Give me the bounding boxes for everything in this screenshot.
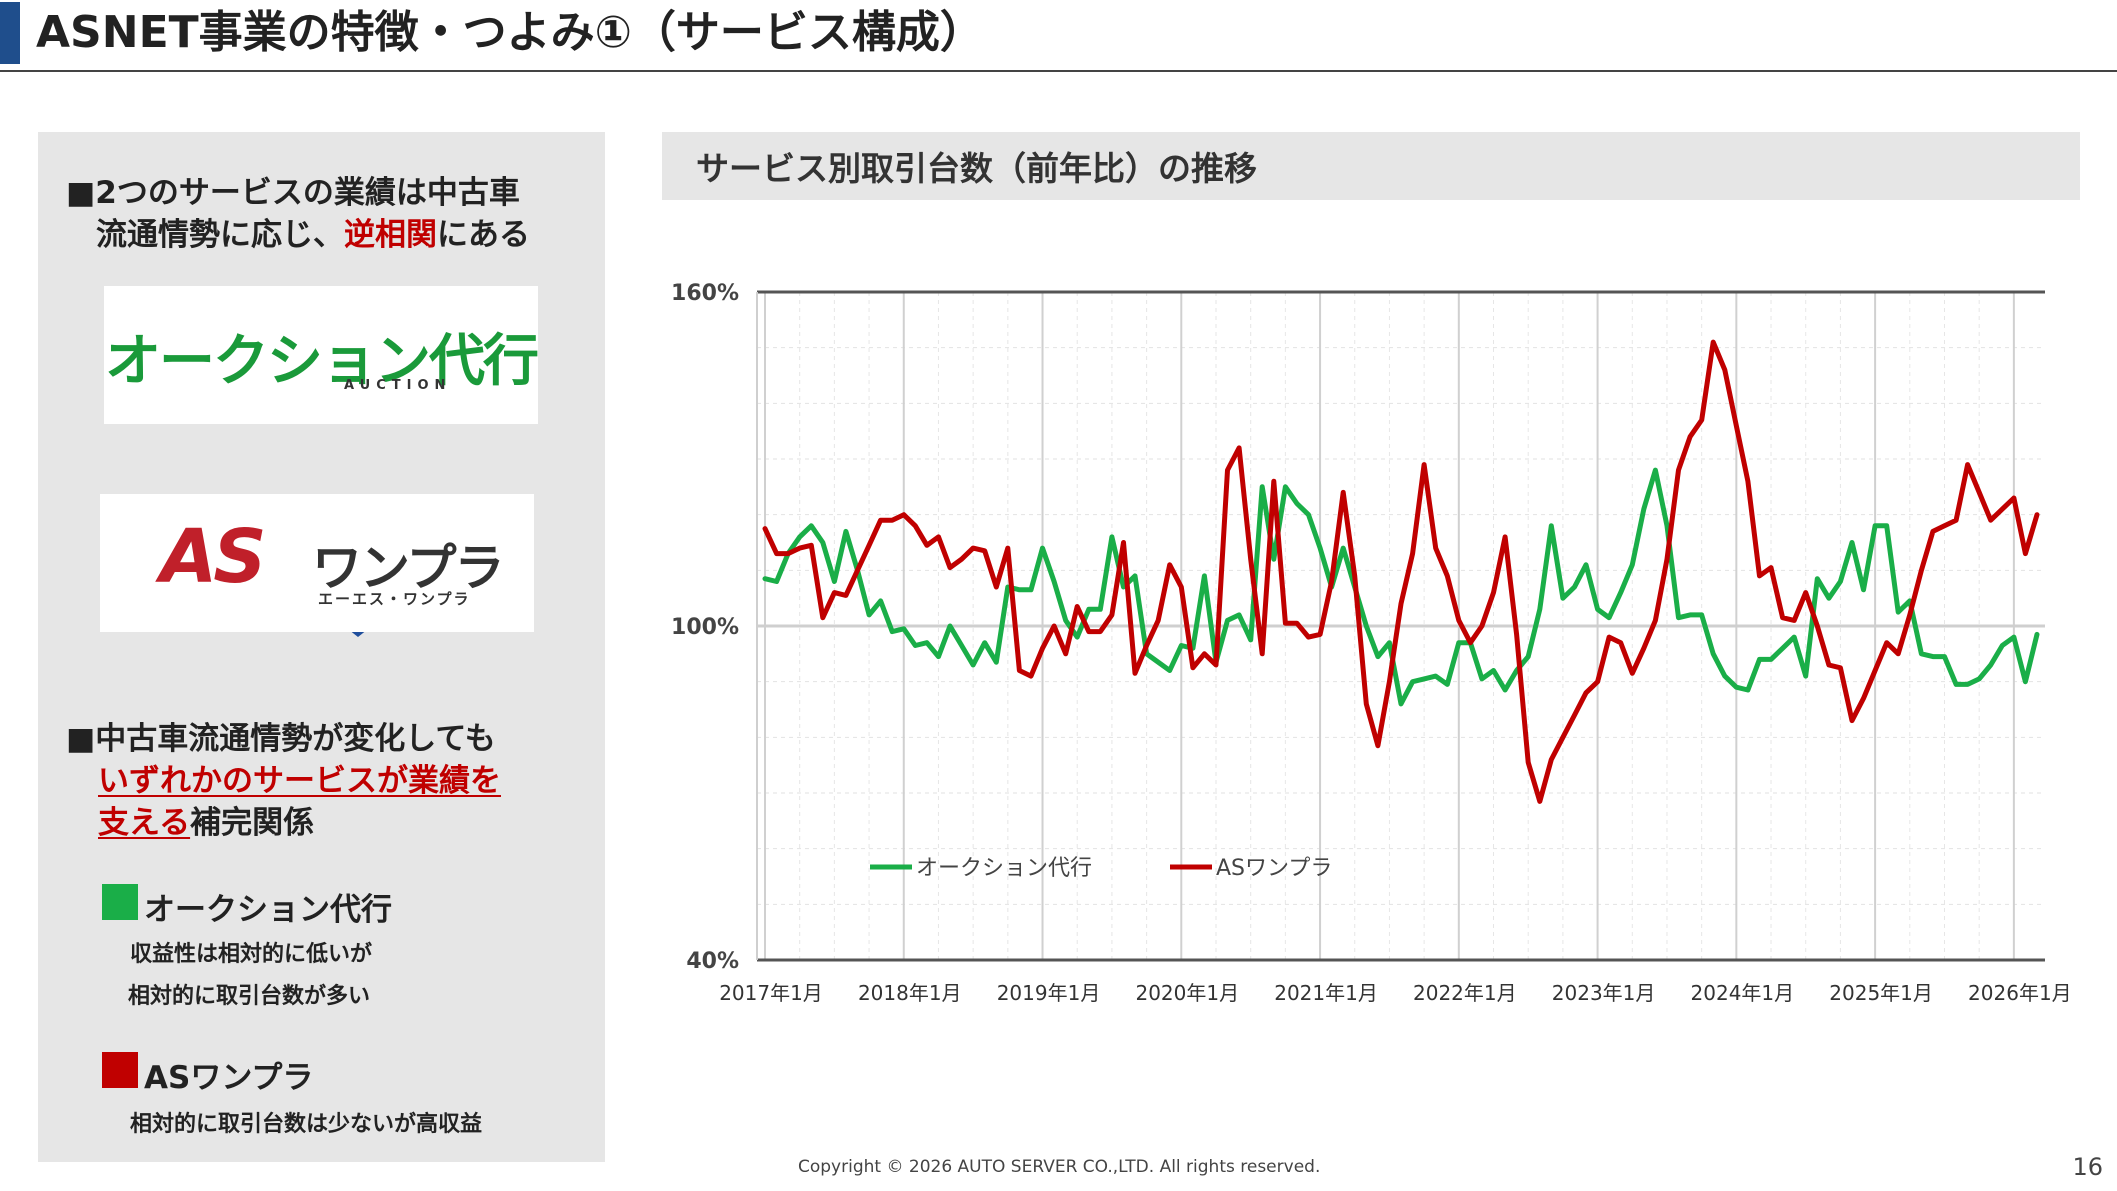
y-tick-label: 40% xyxy=(686,949,739,974)
left-panel: ■2つのサービスの業績は中古車 流通情勢に応じ、逆相関にある オークション代行 … xyxy=(38,132,605,1162)
x-tick-label: 2022年1月 xyxy=(1413,981,1517,1005)
point2-line2: いずれかのサービスが業績を xyxy=(98,763,501,799)
x-tick-label: 2024年1月 xyxy=(1691,981,1795,1005)
legend-label-auction: オークション代行 xyxy=(916,856,1092,881)
page-number: 16 xyxy=(2072,1153,2103,1181)
x-tick-label: 2023年1月 xyxy=(1552,981,1656,1005)
page-title: ASNET事業の特徴・つよみ①（サービス構成） xyxy=(36,7,984,58)
title-accent-bar xyxy=(0,2,20,64)
y-tick-label: 100% xyxy=(671,615,739,640)
red-legend-swatch xyxy=(102,1052,138,1088)
chart-header: サービス別取引台数（前年比）の推移 xyxy=(662,132,2080,200)
title-bar: ASNET事業の特徴・つよみ①（サービス構成） xyxy=(0,0,2117,72)
copyright: Copyright © 2026 AUTO SERVER CO.,LTD. Al… xyxy=(798,1157,1321,1177)
point1-line2: 流通情勢に応じ、逆相関にある xyxy=(96,217,530,253)
svc2-name: ASワンプラ xyxy=(144,1060,314,1096)
svc1-desc1: 収益性は相対的に低いが xyxy=(130,942,373,967)
auction-logo: オークション代行 AUCTION xyxy=(104,286,539,424)
x-tick-label: 2026年1月 xyxy=(1968,981,2070,1005)
green-legend-swatch xyxy=(102,884,138,920)
point2-line1: ■中古車流通情勢が変化しても xyxy=(66,721,496,757)
svc2-desc1: 相対的に取引台数は少ないが高収益 xyxy=(130,1112,483,1137)
x-tick-label: 2025年1月 xyxy=(1829,981,1933,1005)
chart-title: サービス別取引台数（前年比）の推移 xyxy=(696,149,1257,188)
x-tick-label: 2021年1月 xyxy=(1274,981,1378,1005)
y-tick-label: 160% xyxy=(671,281,739,306)
legend-label-asoneplat: ASワンプラ xyxy=(1216,856,1332,881)
point2-line3: 支える補完関係 xyxy=(98,805,315,841)
x-tick-label: 2019年1月 xyxy=(997,981,1101,1005)
x-tick-label: 2020年1月 xyxy=(1135,981,1239,1005)
point1-line1: ■2つのサービスの業績は中古車 xyxy=(66,175,520,211)
as-oneplat-logo: AS ワンプラ エーエス・ワンプラ xyxy=(100,494,534,632)
x-tick-label: 2018年1月 xyxy=(858,981,962,1005)
series-line-asoneplat xyxy=(762,339,2040,804)
inverse-correlation-text: 逆相関 xyxy=(344,217,437,253)
x-tick-label: 2017年1月 xyxy=(719,981,823,1005)
line-chart: 40% 100% 160% 2017年1月 2018年1月 2019年1月 2020年1月 2… xyxy=(671,281,2070,1005)
svc1-name: オークション代行 xyxy=(144,892,392,928)
svc1-desc2: 相対的に取引台数が多い xyxy=(128,984,371,1009)
series-line-auction xyxy=(762,467,2040,707)
